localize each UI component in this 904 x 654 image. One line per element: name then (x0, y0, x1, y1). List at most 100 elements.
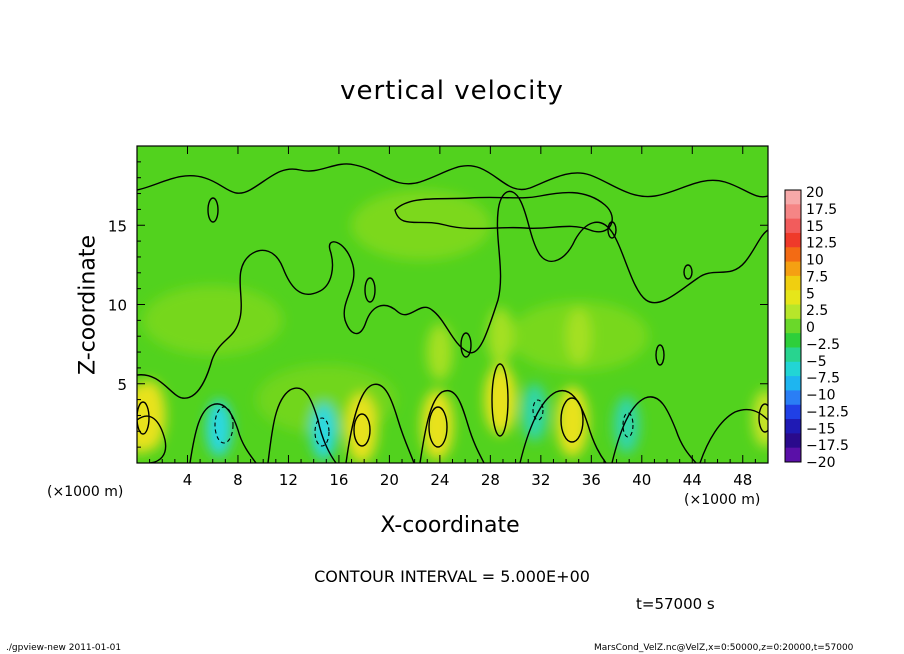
contour-closed (683, 264, 693, 280)
colorbar-label: 5 (806, 286, 815, 302)
footer-right-text: MarsCond_VelZ.nc@VelZ,x=0:50000,z=0:2000… (594, 643, 854, 653)
plot-area (137, 146, 768, 463)
field-hotspot (752, 390, 768, 448)
colorbar-label: −10 (806, 388, 836, 404)
colorbar-frame (784, 189, 802, 463)
contour-closed (655, 344, 665, 366)
colorbar: 2017.51512.5107.552.50−2.5−5−7.5−10−12.5… (784, 185, 849, 471)
contour-line (611, 396, 697, 463)
contour-line (345, 383, 415, 463)
colorbar-segment (785, 261, 801, 277)
x-tick-label: 44 (683, 471, 702, 489)
y-axis-label: Z-coordinate (75, 235, 101, 375)
contour-closed (460, 332, 472, 358)
colorbar-segment (785, 419, 801, 434)
x-tick-label: 36 (582, 471, 601, 489)
x-tick-label: 32 (531, 471, 550, 489)
contour-line (137, 415, 167, 463)
contour-line (137, 163, 768, 198)
y-axis-ticks: 5 10 15 (108, 161, 768, 448)
colorbar-label: −17.5 (806, 438, 849, 454)
contour-line (519, 389, 607, 463)
colorbar-label: 20 (806, 185, 824, 201)
field-hotspot (565, 307, 592, 365)
contour-closed (207, 197, 219, 223)
field-hotspot (206, 399, 233, 457)
field-patch (350, 190, 491, 261)
contour-closed (364, 277, 376, 303)
colorbar-label: −12.5 (806, 404, 849, 420)
colorbar-segment (785, 433, 801, 449)
colorbar-segment (785, 361, 801, 377)
colorbar-segment (785, 390, 801, 406)
contour-closed (560, 397, 584, 443)
contour-closed (353, 413, 371, 447)
colorbar-label: 0 (806, 320, 815, 336)
x-tick-label: 28 (481, 471, 500, 489)
colorbar-segment (785, 232, 801, 248)
colorbar-segment (785, 304, 801, 320)
contour-dashed (622, 412, 634, 438)
contour-closed (137, 401, 150, 435)
y-tick-label: 10 (108, 297, 127, 315)
x-axis-label: X-coordinate (380, 513, 520, 538)
colorbar-label: −2.5 (806, 337, 840, 353)
x-axis-ticks: 4 8 12 16 20 24 28 32 36 40 44 48 (149, 146, 756, 489)
colorbar-segment (785, 318, 801, 334)
contour-closed (491, 363, 509, 437)
field-hotspot (613, 396, 640, 454)
colorbar-label: −15 (806, 421, 836, 437)
contour-line (267, 387, 337, 463)
negative-contour-lines (214, 399, 634, 447)
x-tick-label: 16 (329, 471, 348, 489)
colorbar-label: 15 (806, 219, 824, 235)
field-hotspot (521, 383, 548, 441)
contour-lines (137, 163, 768, 463)
contour-dashed (214, 406, 234, 444)
colorbar-segment (785, 275, 801, 291)
colorbar-label: 7.5 (806, 269, 828, 285)
colorbar-segment (785, 447, 801, 463)
y-tick-label: 5 (117, 376, 127, 394)
y-tick-label: 15 (108, 217, 127, 235)
colorbar-segment (785, 204, 801, 220)
colorbar-label: 10 (806, 253, 824, 269)
field-hotspot (487, 307, 514, 365)
colorbar-segment (785, 404, 801, 420)
field-hotspot (345, 392, 378, 463)
contour-closed (428, 406, 448, 448)
field-hotspot (484, 364, 517, 435)
x-tick-label: 40 (632, 471, 651, 489)
colorbar-segment (785, 290, 801, 306)
x-unit-label-left: (×1000 m) (47, 484, 124, 500)
x-unit-label-right: (×1000 m) (684, 492, 761, 508)
footer-left-text: ./gpview-new 2011-01-01 (6, 643, 122, 653)
colorbar-segment (785, 190, 801, 205)
field-patch (142, 285, 283, 356)
x-tick-label: 20 (380, 471, 399, 489)
colorbar-label: −7.5 (806, 371, 840, 387)
colorbar-label: 17.5 (806, 202, 837, 218)
colorbar-label: −5 (806, 354, 827, 370)
colorbar-segment (785, 247, 801, 263)
colorbar-label: 2.5 (806, 303, 828, 319)
x-tick-label: 4 (183, 471, 193, 489)
x-tick-label: 48 (733, 471, 752, 489)
chart-title: vertical velocity (340, 76, 564, 106)
velocity-field (137, 190, 768, 463)
contour-line (137, 190, 768, 399)
colorbar-segment (785, 376, 801, 391)
contour-line (419, 389, 485, 463)
contour-closed (607, 221, 617, 239)
colorbar-segment (785, 347, 801, 363)
colorbar-segment (785, 218, 801, 234)
field-hotspot (421, 389, 454, 461)
contour-interval-text: CONTOUR INTERVAL = 5.000E+00 (314, 567, 590, 586)
contour-line (394, 191, 613, 233)
x-tick-label: 12 (279, 471, 298, 489)
colorbar-label: 12.5 (806, 236, 837, 252)
contour-closed (758, 403, 768, 433)
contour-dashed (314, 417, 330, 447)
colorbar-label: −20 (806, 455, 836, 471)
